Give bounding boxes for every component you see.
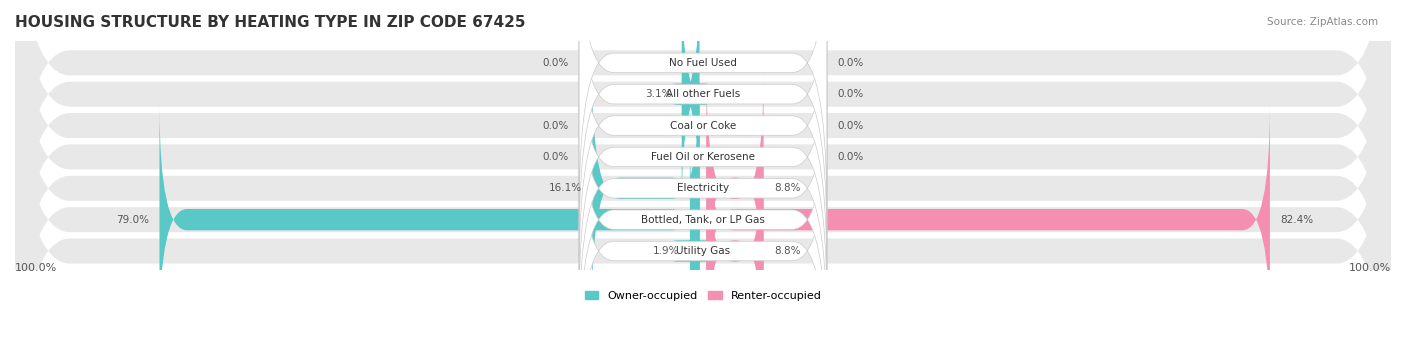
Text: 100.0%: 100.0% xyxy=(1348,263,1391,273)
Text: 0.0%: 0.0% xyxy=(837,58,863,68)
Text: 82.4%: 82.4% xyxy=(1281,215,1313,225)
Text: 100.0%: 100.0% xyxy=(15,263,58,273)
Text: 0.0%: 0.0% xyxy=(543,152,569,162)
Text: 0.0%: 0.0% xyxy=(837,89,863,99)
Text: 8.8%: 8.8% xyxy=(773,183,800,193)
Text: Source: ZipAtlas.com: Source: ZipAtlas.com xyxy=(1267,17,1378,27)
Text: Bottled, Tank, or LP Gas: Bottled, Tank, or LP Gas xyxy=(641,215,765,225)
Text: 79.0%: 79.0% xyxy=(117,215,149,225)
Text: 0.0%: 0.0% xyxy=(837,121,863,131)
FancyBboxPatch shape xyxy=(706,105,1270,335)
FancyBboxPatch shape xyxy=(15,0,1391,340)
Text: 3.1%: 3.1% xyxy=(645,89,671,99)
FancyBboxPatch shape xyxy=(15,0,1391,340)
FancyBboxPatch shape xyxy=(15,13,1391,340)
FancyBboxPatch shape xyxy=(579,0,827,273)
Text: No Fuel Used: No Fuel Used xyxy=(669,58,737,68)
FancyBboxPatch shape xyxy=(579,10,827,304)
FancyBboxPatch shape xyxy=(15,0,1391,301)
Text: 0.0%: 0.0% xyxy=(543,121,569,131)
Text: 0.0%: 0.0% xyxy=(837,152,863,162)
FancyBboxPatch shape xyxy=(706,73,763,303)
Text: 1.9%: 1.9% xyxy=(654,246,679,256)
Text: All other Fuels: All other Fuels xyxy=(666,89,740,99)
Text: Electricity: Electricity xyxy=(676,183,730,193)
Text: 8.8%: 8.8% xyxy=(773,246,800,256)
FancyBboxPatch shape xyxy=(672,136,717,340)
Legend: Owner-occupied, Renter-occupied: Owner-occupied, Renter-occupied xyxy=(581,287,825,305)
FancyBboxPatch shape xyxy=(579,0,827,210)
FancyBboxPatch shape xyxy=(706,136,763,340)
FancyBboxPatch shape xyxy=(15,0,1391,333)
Text: 0.0%: 0.0% xyxy=(543,58,569,68)
Text: Fuel Oil or Kerosene: Fuel Oil or Kerosene xyxy=(651,152,755,162)
Text: HOUSING STRUCTURE BY HEATING TYPE IN ZIP CODE 67425: HOUSING STRUCTURE BY HEATING TYPE IN ZIP… xyxy=(15,15,526,30)
FancyBboxPatch shape xyxy=(579,104,827,340)
Text: Coal or Coke: Coal or Coke xyxy=(669,121,737,131)
FancyBboxPatch shape xyxy=(672,0,709,209)
Text: Utility Gas: Utility Gas xyxy=(676,246,730,256)
FancyBboxPatch shape xyxy=(15,0,1391,340)
FancyBboxPatch shape xyxy=(592,73,700,303)
FancyBboxPatch shape xyxy=(579,0,827,241)
FancyBboxPatch shape xyxy=(579,72,827,340)
Text: 16.1%: 16.1% xyxy=(548,183,582,193)
FancyBboxPatch shape xyxy=(579,41,827,335)
FancyBboxPatch shape xyxy=(159,105,700,335)
FancyBboxPatch shape xyxy=(15,0,1391,340)
